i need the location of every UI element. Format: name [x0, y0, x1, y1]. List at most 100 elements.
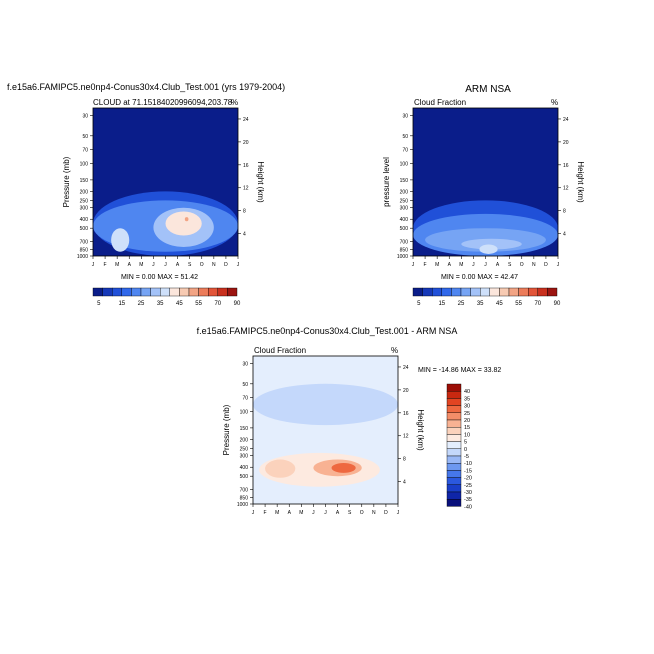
y2tick-label-1: 20 — [563, 140, 569, 146]
panel3-title: f.e15a6.FAMIPC5.ne0np4-Conus30x4.Club_Te… — [197, 326, 458, 336]
contour-region-5 — [184, 217, 189, 222]
legend-swatch-4 — [451, 287, 462, 297]
panel3-subtitle: Cloud Fraction — [254, 346, 306, 355]
ytick-label-9: 500 — [80, 226, 89, 232]
legend-swatch-3 — [121, 287, 132, 297]
legend-swatch-9 — [179, 287, 190, 297]
ytick-label-2: 70 — [82, 147, 88, 153]
xtick-label-8: S — [508, 262, 512, 268]
diff-legend-swatch-1 — [446, 390, 462, 399]
diff-legend-swatch-12 — [446, 470, 462, 478]
ytick-label-5: 200 — [80, 189, 89, 195]
diff-legend-label-10: -10 — [464, 461, 472, 467]
diff-legend-label-14: -30 — [464, 490, 472, 496]
xtick-label-5: J — [312, 510, 315, 516]
ytick-label-7: 300 — [80, 206, 89, 212]
diff-legend-label-11: -15 — [464, 468, 472, 474]
xtick-label-6: J — [324, 510, 327, 516]
legend-label-2: 25 — [138, 301, 145, 307]
ylabel: Pressure (mb) — [62, 156, 71, 207]
y2tick-label-0: 24 — [563, 117, 569, 123]
xtick-label-4: M — [299, 510, 303, 516]
xtick-label-10: N — [212, 262, 216, 268]
legend-swatch-3 — [441, 287, 452, 297]
xtick-label-1: F — [424, 262, 427, 268]
legend-swatch-12 — [207, 287, 218, 297]
legend-swatch-5 — [140, 287, 151, 297]
legend-swatch-7 — [479, 287, 490, 297]
ytick-label-12: 1000 — [77, 254, 88, 260]
contour-region-4 — [111, 228, 130, 252]
xtick-label-5: J — [152, 262, 155, 268]
xtick-label-0: J — [252, 510, 255, 516]
ytick-label-7: 300 — [240, 454, 249, 460]
diff-legend-label-15: -35 — [464, 497, 472, 503]
xtick-label-0: J — [92, 262, 95, 268]
legend-label-3: 35 — [477, 301, 484, 307]
panel3-stats: MIN = -14.86 MAX = 33.82 — [418, 367, 501, 374]
xtick-label-4: M — [139, 262, 143, 268]
ytick-label-11: 850 — [400, 247, 409, 253]
diff-legend-label-2: 30 — [464, 404, 470, 410]
legend-abs-2: 5 15 25 35 45 55 70 90 — [412, 287, 561, 307]
ytick-label-3: 100 — [240, 410, 249, 416]
xtick-label-10: N — [372, 510, 376, 516]
diff-legend-label-9: -5 — [464, 454, 469, 460]
ytick-label-3: 100 — [80, 162, 89, 168]
contour-region-5 — [331, 463, 356, 473]
xtick-label-10: N — [532, 262, 536, 268]
ylabel: pressure level — [382, 157, 391, 207]
legend-label-6: 70 — [534, 301, 541, 307]
xtick-label-12: J — [237, 262, 240, 268]
y2tick-label-2: 16 — [563, 163, 569, 169]
units-label: % — [391, 346, 398, 355]
y2tick-label-2: 16 — [403, 411, 409, 417]
ytick-label-4: 150 — [80, 178, 89, 184]
legend-label-2: 25 — [458, 301, 465, 307]
diff-legend-swatch-4 — [446, 412, 462, 421]
ytick-label-11: 850 — [240, 495, 249, 501]
ytick-label-1: 50 — [242, 382, 248, 388]
legend-swatch-2 — [112, 287, 123, 297]
xtick-label-7: A — [336, 510, 340, 516]
ytick-label-9: 500 — [400, 226, 409, 232]
legend-swatch-6 — [470, 287, 481, 297]
diff-legend-swatch-15 — [446, 491, 462, 500]
y2tick-label-3: 12 — [403, 434, 409, 440]
ytick-label-10: 700 — [240, 488, 249, 494]
diff-legend-swatch-5 — [446, 419, 462, 428]
legend-swatch-0 — [92, 287, 103, 297]
xtick-label-6: J — [164, 262, 167, 268]
diff-legend-label-6: 10 — [464, 432, 470, 438]
legend-swatch-11 — [518, 287, 529, 297]
y2label: Height (km) — [416, 409, 425, 451]
xtick-label-8: S — [188, 262, 192, 268]
diff-legend-label-0: 40 — [464, 389, 470, 395]
legend-swatch-12 — [527, 287, 538, 297]
xtick-label-3: A — [288, 510, 292, 516]
xtick-label-11: D — [224, 262, 228, 268]
y2tick-label-5: 4 — [243, 232, 246, 238]
diff-legend-swatch-14 — [446, 484, 462, 493]
y2label: Height (km) — [256, 161, 265, 203]
xtick-label-1: F — [264, 510, 267, 516]
legend-swatch-0 — [412, 287, 423, 297]
panel2-subtitle: Cloud Fraction — [414, 98, 466, 107]
diff-legend-swatch-11 — [446, 462, 462, 471]
y2tick-label-4: 8 — [243, 209, 246, 215]
y2tick-label-5: 4 — [403, 480, 406, 486]
units-label: % — [551, 98, 558, 107]
diff-legend-swatch-2 — [446, 398, 462, 406]
ytick-label-0: 30 — [242, 361, 248, 367]
ylabel: Pressure (mb) — [222, 404, 231, 455]
ytick-label-6: 250 — [80, 198, 89, 204]
diff-legend-swatch-10 — [446, 455, 462, 464]
xtick-label-12: J — [557, 262, 560, 268]
diff-legend-swatch-0 — [446, 383, 462, 392]
ytick-label-8: 400 — [80, 217, 89, 223]
y2tick-label-2: 16 — [243, 163, 249, 169]
ytick-label-12: 1000 — [397, 254, 408, 260]
